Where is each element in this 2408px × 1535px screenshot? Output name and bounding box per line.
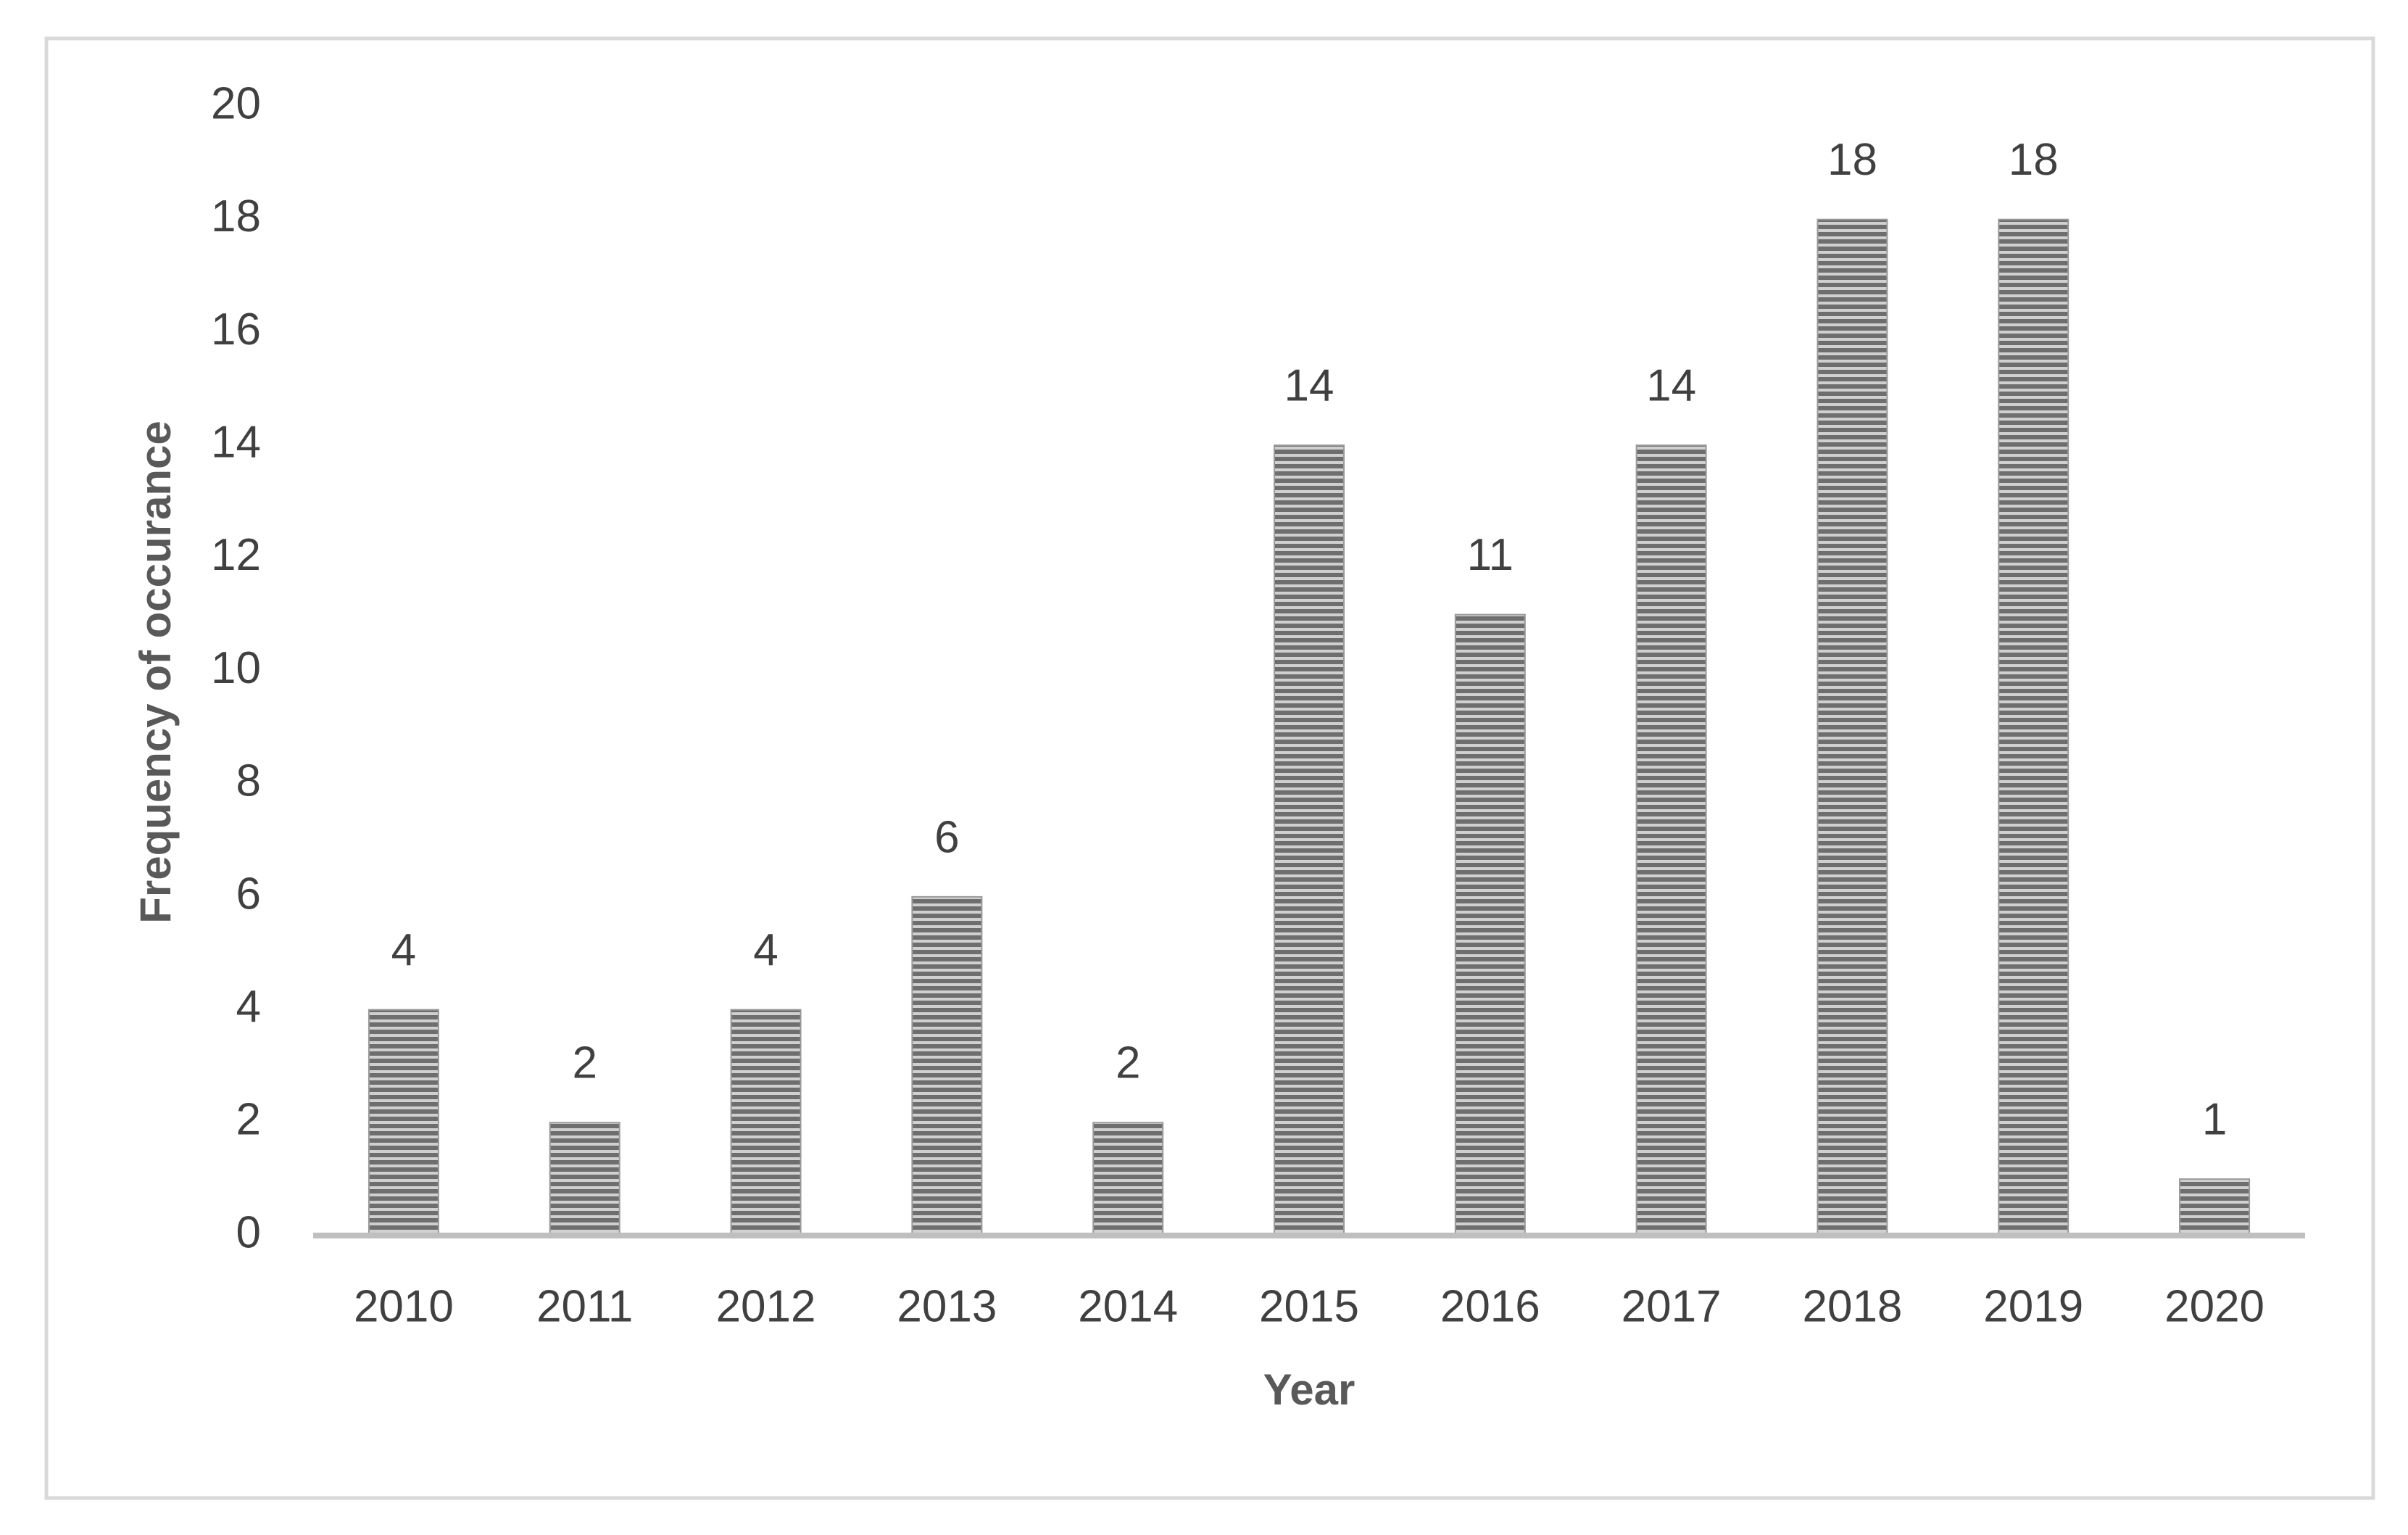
y-tick-label: 2 — [236, 1095, 261, 1145]
y-tick-label: 6 — [236, 869, 261, 919]
x-tick-label: 2017 — [1622, 1281, 1722, 1331]
x-tick-label: 2019 — [1983, 1281, 2083, 1331]
value-label: 2 — [1116, 1038, 1140, 1088]
x-tick-label: 2015 — [1259, 1281, 1359, 1331]
y-tick-label: 14 — [211, 417, 261, 467]
value-label: 4 — [753, 925, 778, 975]
x-tick-label: 2013 — [897, 1281, 997, 1331]
bar — [730, 1009, 802, 1236]
value-label: 14 — [1646, 360, 1696, 410]
value-label: 6 — [934, 812, 959, 862]
bar — [1454, 613, 1526, 1236]
value-label: 18 — [2009, 135, 2059, 185]
x-tick-label: 2020 — [2164, 1281, 2264, 1331]
y-tick-label: 8 — [236, 756, 261, 806]
y-tick-label: 4 — [236, 982, 261, 1032]
bar — [1092, 1122, 1164, 1237]
x-tick-label: 2018 — [1802, 1281, 1902, 1331]
value-label: 14 — [1284, 360, 1334, 410]
bar — [1274, 444, 1345, 1236]
chart-frame — [44, 36, 2375, 1500]
y-tick-label: 12 — [211, 530, 261, 580]
value-label: 11 — [1467, 530, 1514, 580]
x-tick-label: 2016 — [1440, 1281, 1540, 1331]
bar — [1635, 444, 1707, 1236]
bar — [2179, 1178, 2251, 1237]
x-axis-title: Year — [1263, 1365, 1355, 1414]
x-tick-label: 2012 — [716, 1281, 816, 1331]
bar — [549, 1122, 620, 1237]
bar — [368, 1009, 439, 1236]
y-tick-label: 16 — [211, 305, 261, 355]
value-label: 18 — [1827, 135, 1877, 185]
y-tick-label: 18 — [211, 191, 261, 241]
y-tick-label: 20 — [211, 78, 261, 128]
y-axis-title: Frequency of occurance — [131, 421, 180, 924]
x-tick-label: 2011 — [536, 1281, 633, 1331]
value-label: 1 — [2202, 1095, 2227, 1145]
x-tick-label: 2014 — [1078, 1281, 1178, 1331]
value-label: 4 — [391, 925, 416, 975]
bar — [1817, 218, 1888, 1237]
y-tick-label: 0 — [236, 1207, 261, 1257]
value-label: 2 — [572, 1038, 597, 1088]
bar — [911, 895, 983, 1237]
x-tick-label: 2010 — [354, 1281, 454, 1331]
bar — [1998, 218, 2069, 1237]
y-tick-label: 10 — [211, 643, 261, 693]
